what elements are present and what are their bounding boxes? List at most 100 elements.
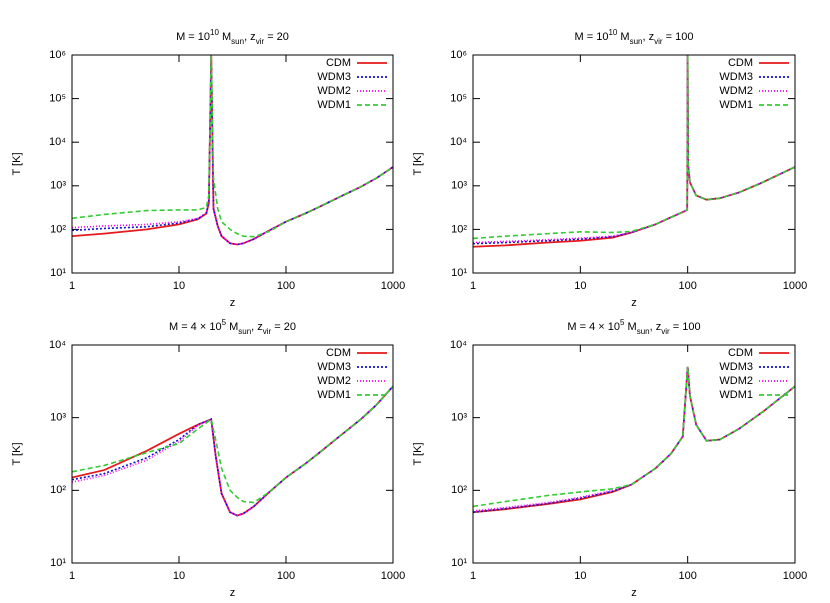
y-tick-label: 10⁴ — [450, 136, 467, 148]
legend-label: WDM3 — [317, 71, 351, 83]
title-part: M — [219, 31, 231, 43]
title-part: = 20 — [271, 321, 296, 333]
y-axis-label: T [K] — [11, 152, 23, 175]
panel: M = 1010 Msun, zvir = 100 z T [K] 1 10 100 100… — [412, 28, 807, 309]
x-tick-label: 1000 — [783, 570, 807, 582]
plot-frame — [472, 344, 796, 564]
title-part: M — [624, 321, 636, 333]
legend-label: WDM3 — [719, 71, 753, 83]
x-tick-label: 10 — [173, 280, 185, 292]
series-line — [473, 55, 795, 245]
title-sub: sun — [231, 37, 244, 46]
chart-title: M = 4 × 105 Msun, zvir = 100 — [567, 318, 700, 336]
title-part: M — [617, 31, 629, 43]
y-tick-label: 10³ — [50, 412, 66, 424]
x-tick-label: 100 — [678, 280, 696, 292]
x-axis-label: z — [230, 297, 236, 309]
title-part: , z — [244, 31, 256, 43]
title-sup: 10 — [210, 28, 219, 37]
title-part: M = 10 — [176, 31, 210, 43]
x-axis-label: z — [631, 297, 637, 309]
legend-label: WDM1 — [317, 99, 351, 111]
chart-title: M = 1010 Msun, zvir = 20 — [176, 28, 289, 46]
series-line — [72, 385, 393, 517]
series-line — [473, 55, 795, 240]
y-tick-label: 10² — [50, 484, 66, 496]
series-line — [473, 55, 795, 248]
y-tick-label: 10¹ — [50, 267, 66, 279]
y-tick-label: 10⁴ — [49, 339, 66, 351]
plot-frame — [71, 344, 394, 564]
y-tick-label: 10² — [451, 223, 467, 235]
title-sub: vir — [654, 37, 663, 46]
series-line — [72, 385, 393, 517]
x-tick-label: 10 — [574, 280, 586, 292]
title-sup: 5 — [620, 318, 625, 327]
legend-label: WDM3 — [719, 361, 753, 373]
x-axis-label: z — [631, 587, 637, 598]
plot-frame — [472, 54, 796, 274]
series-line — [72, 55, 393, 246]
series-line — [473, 366, 795, 508]
x-tick-label: 10 — [173, 570, 185, 582]
y-tick-label: 10⁵ — [49, 93, 66, 105]
legend-label: WDM2 — [317, 375, 351, 387]
x-axis-label: z — [230, 587, 236, 598]
x-tick-label: 1 — [470, 570, 476, 582]
y-tick-label: 10² — [451, 484, 467, 496]
legend-label: WDM1 — [719, 99, 753, 111]
y-tick-label: 10⁶ — [450, 49, 467, 61]
legend-label: CDM — [326, 57, 351, 69]
legend-label: WDM2 — [317, 85, 351, 97]
y-tick-label: 10⁴ — [49, 136, 66, 148]
title-part: = 100 — [670, 321, 701, 333]
series-line — [473, 55, 795, 244]
title-sub: vir — [661, 327, 670, 336]
x-tick-label: 1000 — [381, 570, 405, 582]
x-tick-label: 100 — [678, 570, 696, 582]
x-tick-label: 100 — [277, 570, 295, 582]
title-part: M — [226, 321, 238, 333]
y-tick-label: 10⁵ — [450, 93, 467, 105]
chart-title: M = 4 × 105 Msun, zvir = 20 — [169, 318, 296, 336]
y-axis-label: T [K] — [412, 152, 424, 175]
title-part: , z — [251, 321, 263, 333]
legend-label: CDM — [728, 57, 753, 69]
y-tick-label: 10¹ — [451, 557, 467, 569]
y-axis-label: T [K] — [11, 442, 23, 465]
y-tick-label: 10⁴ — [450, 339, 467, 351]
series-line — [473, 366, 795, 514]
title-part: = 100 — [663, 31, 694, 43]
title-sup: 10 — [608, 28, 617, 37]
y-tick-label: 10³ — [451, 412, 467, 424]
y-tick-label: 10¹ — [451, 267, 467, 279]
y-axis-label: T [K] — [412, 442, 424, 465]
series-line — [72, 385, 393, 504]
x-tick-label: 10 — [574, 570, 586, 582]
title-sub: vir — [256, 37, 265, 46]
series-line — [72, 385, 393, 517]
legend-label: CDM — [728, 347, 753, 359]
series-line — [72, 55, 393, 246]
series-line — [72, 55, 393, 238]
x-tick-label: 1 — [69, 570, 75, 582]
plot-frame — [71, 54, 394, 274]
title-part: = 20 — [264, 31, 289, 43]
y-tick-label: 10¹ — [50, 557, 66, 569]
x-tick-label: 1 — [69, 280, 75, 292]
x-tick-label: 1 — [470, 280, 476, 292]
legend-label: CDM — [326, 347, 351, 359]
chart-title: M = 1010 Msun, zvir = 100 — [575, 28, 694, 46]
y-tick-label: 10² — [50, 223, 66, 235]
title-part: , z — [643, 31, 655, 43]
legend-label: WDM2 — [719, 85, 753, 97]
title-part: , z — [650, 321, 662, 333]
y-tick-label: 10³ — [50, 180, 66, 192]
panel: M = 4 × 105 Msun, zvir = 20 z T [K] 1 10 100 1… — [11, 318, 405, 599]
series-line — [72, 55, 393, 246]
title-sub: vir — [263, 327, 272, 336]
x-tick-label: 1000 — [783, 280, 807, 292]
